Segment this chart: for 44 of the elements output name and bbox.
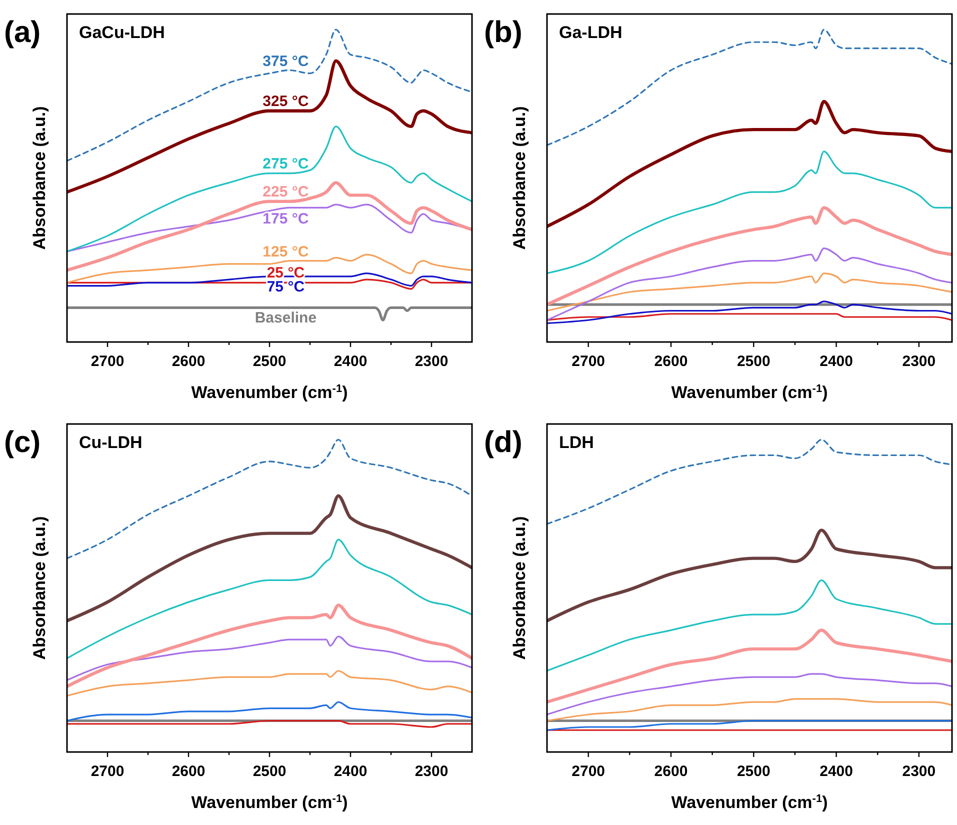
x-axis-title: Wavenumber (cm$^{-1}$) — [191, 793, 348, 812]
chart-title: (c) — [4, 426, 41, 459]
y-axis-title: Absorbance (a.u.) — [510, 516, 529, 660]
y-axis-title: Absorbance (a.u.) — [510, 106, 529, 250]
chart-title: (b) — [484, 16, 522, 49]
x-tick-label: 2700 — [572, 353, 606, 370]
chart-subtitle: GaCu-LDH — [79, 23, 165, 42]
y-axis-title: Absorbance (a.u.) — [30, 106, 49, 250]
x-tick-label: 2700 — [572, 763, 606, 780]
chart-title: (a) — [4, 16, 41, 49]
series-label: Baseline — [254, 310, 317, 327]
x-axis-title: Wavenumber (cm$^{-1}$) — [671, 383, 828, 402]
chart-subtitle: Cu-LDH — [79, 433, 142, 452]
series-label: 225 °C — [262, 183, 309, 200]
x-tick-label: 2500 — [252, 763, 286, 780]
x-tick-label: 2600 — [654, 353, 688, 370]
series-label: 325 °C — [262, 92, 309, 110]
x-tick-label: 2600 — [172, 353, 206, 370]
x-tick-label: 2600 — [654, 763, 688, 780]
series-label: 175 °C — [262, 210, 309, 228]
x-tick-label: 2500 — [736, 353, 770, 370]
x-tick-label: 2500 — [252, 353, 286, 370]
x-tick-label: 2600 — [172, 763, 206, 780]
series-label: 275 °C — [262, 155, 309, 172]
x-tick-label: 2400 — [820, 763, 853, 780]
x-tick-label: 2400 — [820, 353, 853, 370]
chart-subtitle: LDH — [559, 433, 594, 452]
series-label: 75 °C — [266, 278, 305, 296]
y-axis-title: Absorbance (a.u.) — [30, 516, 49, 660]
x-tick-label: 2500 — [736, 763, 770, 780]
x-axis-title: Wavenumber (cm$^{-1}$) — [671, 793, 828, 812]
series-label: 125 °C — [262, 243, 309, 260]
x-axis-title: Wavenumber (cm$^{-1}$) — [191, 383, 348, 402]
x-tick-label: 2300 — [414, 763, 448, 780]
chart-title: (d) — [484, 426, 522, 459]
x-tick-label: 2300 — [414, 353, 448, 370]
x-tick-label: 2300 — [902, 353, 936, 370]
x-tick-label: 2300 — [902, 763, 936, 780]
x-tick-label: 2700 — [90, 353, 124, 370]
chart-subtitle: Ga-LDH — [559, 23, 622, 42]
x-tick-label: 2700 — [90, 763, 124, 780]
series-label: 375 °C — [262, 52, 309, 70]
x-tick-label: 2400 — [334, 763, 368, 780]
x-tick-label: 2400 — [334, 353, 368, 370]
